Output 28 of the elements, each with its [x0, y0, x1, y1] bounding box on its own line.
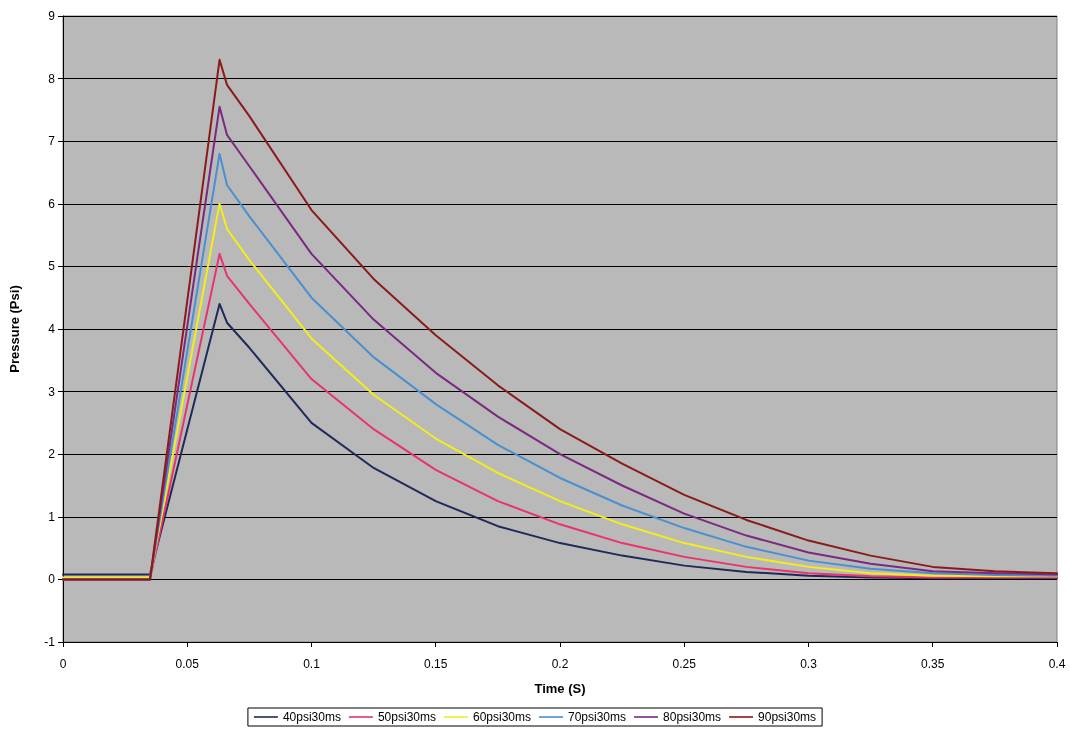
y-tick-label: 3 — [48, 384, 56, 399]
y-tick-label: 5 — [48, 259, 56, 274]
y-tick-label: 2 — [48, 447, 56, 462]
x-axis-title: Time (S) — [534, 681, 586, 696]
x-tick-label: 0.3 — [800, 657, 818, 671]
y-tick-label: 1 — [48, 509, 56, 524]
y-tick-label: 4 — [48, 322, 56, 336]
legend-label: 60psi30ms — [472, 710, 531, 724]
y-tick-label: 7 — [48, 134, 56, 149]
x-tick-label: 0.4 — [1048, 657, 1066, 671]
x-tick-label: 0.2 — [551, 657, 569, 671]
legend-label: 40psi30ms — [282, 710, 341, 724]
x-tick-label: 0.05 — [175, 657, 200, 671]
y-axis-title: Pressure (Psi) — [7, 285, 22, 373]
x-tick-label: 0.25 — [672, 657, 697, 671]
y-tick-label: 0 — [48, 572, 56, 587]
y-tick-label: 8 — [48, 71, 56, 86]
legend-label: 80psi30ms — [663, 710, 722, 724]
legend-label: 70psi30ms — [568, 710, 627, 724]
x-tick-label: 0.1 — [303, 657, 321, 671]
legend-label: 50psi30ms — [377, 710, 436, 724]
y-tick-label: -1 — [44, 635, 56, 649]
legend-label: 90psi30ms — [758, 710, 817, 724]
y-tick-label: 6 — [48, 196, 56, 211]
x-tick-label: 0 — [59, 657, 67, 671]
x-tick-label: 0.35 — [921, 657, 945, 671]
y-tick-label: 9 — [48, 9, 56, 23]
x-tick-label: 0.15 — [424, 657, 448, 671]
